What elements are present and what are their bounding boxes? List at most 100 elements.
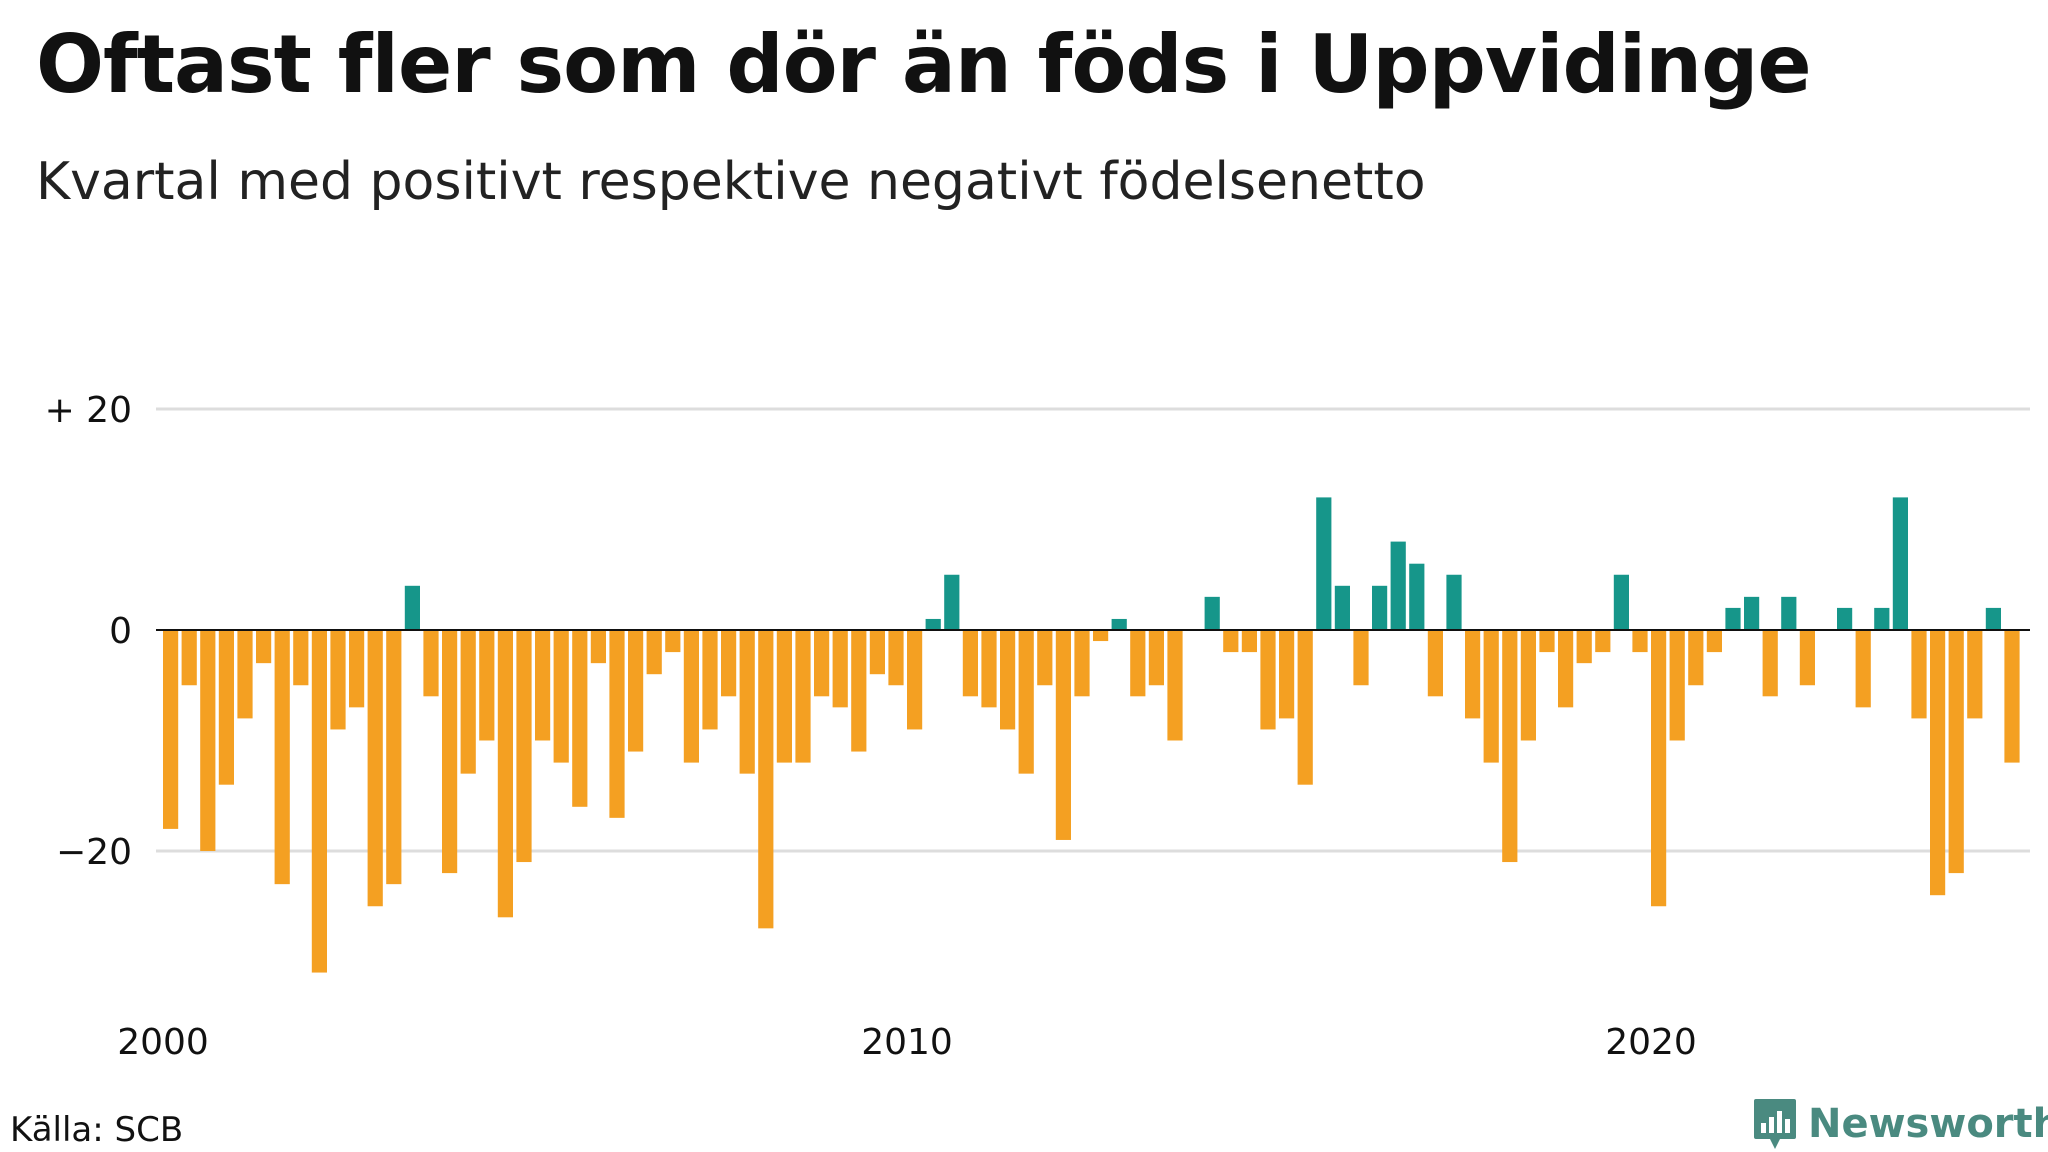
bar-q39[interactable] (888, 630, 904, 686)
bar-q43[interactable] (962, 630, 978, 697)
bar-q97[interactable] (1967, 630, 1983, 719)
bar-q12[interactable] (386, 630, 402, 885)
bar-q41[interactable] (925, 618, 941, 630)
bar-q27[interactable] (665, 630, 681, 653)
bar-q64[interactable] (1353, 630, 1369, 686)
bar-q59[interactable] (1260, 630, 1276, 730)
bar-q95[interactable] (1930, 630, 1946, 896)
bar-q73[interactable] (1520, 630, 1536, 741)
bar-q68[interactable] (1427, 630, 1443, 697)
bar-q40[interactable] (907, 630, 923, 730)
bar-q92[interactable] (1874, 607, 1890, 630)
bar-q36[interactable] (832, 630, 848, 708)
bar-q38[interactable] (869, 630, 885, 675)
bar-q50[interactable] (1093, 630, 1109, 642)
bar-q85[interactable] (1744, 596, 1760, 630)
bar-q90[interactable] (1837, 607, 1853, 630)
bar-q86[interactable] (1762, 630, 1778, 697)
bar-q2[interactable] (200, 630, 216, 851)
bar-q35[interactable] (814, 630, 830, 697)
bar-q20[interactable] (535, 630, 551, 741)
bar-q81[interactable] (1669, 630, 1685, 741)
bar-q54[interactable] (1167, 630, 1183, 741)
bar-q16[interactable] (460, 630, 476, 774)
bar-q80[interactable] (1651, 630, 1667, 907)
bar-q66[interactable] (1390, 541, 1406, 630)
bar-q15[interactable] (442, 630, 458, 874)
bar-q34[interactable] (795, 630, 811, 763)
bar-q8[interactable] (311, 630, 327, 973)
bar-q58[interactable] (1241, 630, 1257, 653)
bar-q61[interactable] (1297, 630, 1313, 785)
bar-q72[interactable] (1502, 630, 1518, 863)
bar-q18[interactable] (497, 630, 513, 918)
bar-q37[interactable] (851, 630, 867, 752)
bar-q67[interactable] (1409, 563, 1425, 630)
bar-q21[interactable] (553, 630, 569, 763)
bar-q22[interactable] (572, 630, 588, 807)
bar-q98[interactable] (1985, 607, 2001, 630)
bar-q94[interactable] (1911, 630, 1927, 719)
bar-q56[interactable] (1204, 596, 1220, 630)
bar-q82[interactable] (1688, 630, 1704, 686)
bar-q83[interactable] (1706, 630, 1722, 653)
bar-q99[interactable] (2004, 630, 2020, 763)
bar-q47[interactable] (1037, 630, 1053, 686)
bar-q52[interactable] (1130, 630, 1146, 697)
bar-q29[interactable] (702, 630, 718, 730)
bar-q1[interactable] (181, 630, 197, 686)
bar-q6[interactable] (274, 630, 290, 885)
bar-q84[interactable] (1725, 607, 1741, 630)
bar-q5[interactable] (256, 630, 272, 664)
bar-q17[interactable] (479, 630, 495, 741)
bar-q48[interactable] (1055, 630, 1071, 840)
bar-q74[interactable] (1539, 630, 1555, 653)
bar-q46[interactable] (1018, 630, 1034, 774)
bar-q96[interactable] (1948, 630, 1964, 874)
bar-q51[interactable] (1111, 618, 1127, 630)
bar-q28[interactable] (683, 630, 699, 763)
bar-q3[interactable] (218, 630, 234, 785)
bar-q71[interactable] (1483, 630, 1499, 763)
bar-q77[interactable] (1595, 630, 1611, 653)
bar-q49[interactable] (1074, 630, 1090, 697)
bar-q10[interactable] (349, 630, 365, 708)
bar-q0[interactable] (163, 630, 179, 829)
bar-q30[interactable] (721, 630, 737, 697)
bar-q65[interactable] (1372, 585, 1388, 630)
bar-q32[interactable] (758, 630, 774, 929)
bar-q88[interactable] (1799, 630, 1815, 686)
bar-q13[interactable] (404, 585, 420, 630)
bar-q53[interactable] (1148, 630, 1164, 686)
bar-q31[interactable] (739, 630, 755, 774)
bar-q70[interactable] (1465, 630, 1481, 719)
bar-q93[interactable] (1892, 497, 1908, 630)
bar-q63[interactable] (1334, 585, 1350, 630)
bar-q24[interactable] (609, 630, 625, 818)
bar-q44[interactable] (981, 630, 997, 708)
bar-q69[interactable] (1446, 574, 1462, 630)
bar-q75[interactable] (1558, 630, 1574, 708)
bar-q91[interactable] (1855, 630, 1871, 708)
bar-q42[interactable] (944, 574, 960, 630)
bar-q19[interactable] (516, 630, 532, 863)
bar-q87[interactable] (1781, 596, 1797, 630)
bar-q25[interactable] (628, 630, 644, 752)
bar-q33[interactable] (776, 630, 792, 763)
bar-q9[interactable] (330, 630, 346, 730)
brand-logo[interactable]: Newsworthy (1752, 1097, 2048, 1151)
bar-q60[interactable] (1279, 630, 1295, 719)
bar-q62[interactable] (1316, 497, 1332, 630)
y-tick-label: + 20 (45, 390, 132, 431)
bar-q11[interactable] (367, 630, 383, 907)
bar-q4[interactable] (237, 630, 253, 719)
bar-q78[interactable] (1613, 574, 1629, 630)
bar-q23[interactable] (590, 630, 606, 664)
bar-q76[interactable] (1576, 630, 1592, 664)
bar-q79[interactable] (1632, 630, 1648, 653)
bar-q26[interactable] (646, 630, 662, 675)
bar-q7[interactable] (293, 630, 309, 686)
bar-q57[interactable] (1223, 630, 1239, 653)
bar-q14[interactable] (423, 630, 439, 697)
bar-q45[interactable] (1000, 630, 1016, 730)
